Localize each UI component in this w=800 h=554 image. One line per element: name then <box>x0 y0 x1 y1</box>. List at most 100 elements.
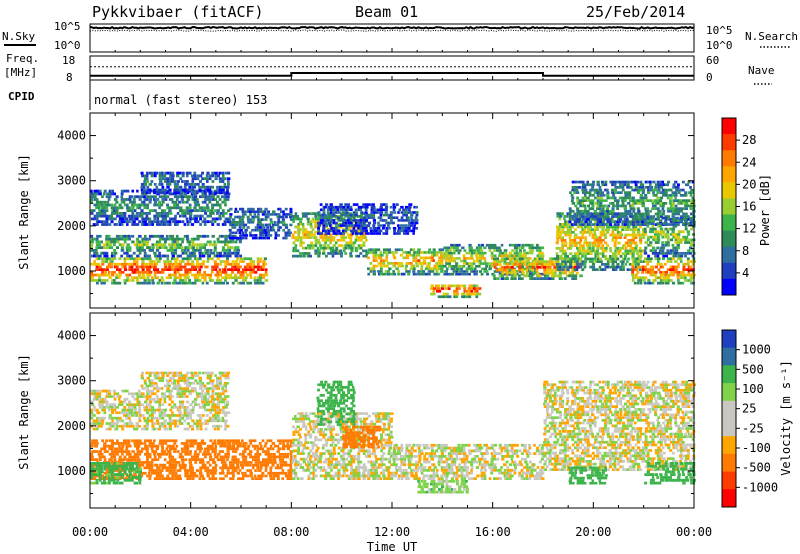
power-cell <box>601 228 604 231</box>
power-cell <box>613 196 617 200</box>
power-cell <box>465 251 469 255</box>
power-cell <box>526 251 529 255</box>
power-cell <box>642 260 645 263</box>
power-cell <box>168 188 172 192</box>
power-cell <box>259 260 262 263</box>
power-cell <box>145 254 149 258</box>
velocity-cell <box>150 463 154 467</box>
power-cell <box>139 276 143 280</box>
power-cell <box>493 257 496 261</box>
power-cell <box>211 180 215 183</box>
power-cell <box>566 268 570 271</box>
power-cell <box>601 244 605 247</box>
power-cell <box>636 217 640 221</box>
velocity-cell <box>144 447 148 451</box>
power-cell <box>510 260 514 264</box>
power-cell <box>578 252 582 255</box>
power-cell <box>436 267 439 271</box>
power-cell <box>493 249 497 252</box>
power-cell <box>498 249 502 252</box>
power-cell <box>669 271 673 274</box>
power-cell <box>387 227 391 230</box>
power-cell <box>329 208 333 212</box>
power-cell <box>176 265 180 269</box>
power-cell <box>581 225 584 229</box>
power-cell <box>531 249 535 252</box>
power-cell <box>198 234 202 238</box>
power-cell <box>236 223 239 227</box>
power-cell <box>158 195 163 199</box>
power-cell <box>654 265 658 269</box>
power-cell <box>211 174 214 178</box>
power-cell <box>364 249 368 253</box>
power-cell <box>180 192 184 196</box>
power-cell <box>377 227 381 230</box>
power-cell <box>681 180 685 184</box>
velocity-cell <box>168 469 172 472</box>
power-cell <box>292 241 296 245</box>
power-cell <box>493 243 497 247</box>
power-cell <box>633 188 637 192</box>
power-cell <box>530 243 534 247</box>
power-cell <box>387 221 392 225</box>
power-cell <box>682 217 685 221</box>
power-cell <box>569 247 573 250</box>
power-cell <box>659 281 662 285</box>
power-cell <box>196 273 200 277</box>
power-cell <box>518 265 522 269</box>
velocity-cell <box>131 439 134 443</box>
velocity-cell <box>145 450 149 453</box>
power-cell <box>171 177 175 181</box>
power-cell <box>204 192 207 196</box>
power-cell <box>178 171 182 175</box>
power-cell <box>402 224 406 227</box>
power-cell <box>656 246 660 250</box>
velocity-cell <box>181 450 184 453</box>
power-cell <box>581 263 584 266</box>
power-cell <box>441 284 444 288</box>
power-cell <box>163 281 168 285</box>
power-cell <box>101 262 105 266</box>
power-cell <box>384 213 388 217</box>
power-cell <box>151 279 155 282</box>
power-cell <box>226 273 230 277</box>
power-cell <box>120 200 124 204</box>
power-cell <box>194 217 198 221</box>
power-cell <box>108 189 112 193</box>
power-cell <box>612 204 615 208</box>
power-cell <box>90 192 95 196</box>
power-cell <box>614 228 618 231</box>
power-cell <box>651 202 655 205</box>
power-cell <box>95 262 99 266</box>
power-cell <box>141 195 145 199</box>
power-cell <box>327 215 331 218</box>
power-cell <box>340 254 343 258</box>
power-cell <box>473 284 476 288</box>
velocity-cell <box>110 447 114 451</box>
power-cell <box>184 246 188 249</box>
power-cell <box>685 183 688 187</box>
power-cell <box>586 199 590 202</box>
power-cell <box>385 272 388 276</box>
power-cell <box>533 277 536 280</box>
power-cell <box>450 284 454 288</box>
power-cell <box>627 257 630 261</box>
power-cell <box>111 237 115 241</box>
power-cell <box>105 234 109 238</box>
power-cell <box>264 236 268 240</box>
power-cell <box>219 212 223 215</box>
power-cell <box>601 252 605 255</box>
velocity-cell <box>108 444 112 448</box>
power-cell <box>123 237 127 241</box>
power-cell <box>442 257 446 260</box>
power-cell <box>118 237 122 241</box>
power-cell <box>634 199 638 202</box>
power-cell <box>130 262 134 266</box>
power-cell <box>520 277 524 280</box>
power-cell <box>417 248 421 252</box>
power-cell <box>385 264 389 268</box>
velocity-cell <box>171 439 175 443</box>
velocity-cell <box>163 466 167 470</box>
power-cell <box>183 265 187 269</box>
power-cell <box>262 260 266 263</box>
